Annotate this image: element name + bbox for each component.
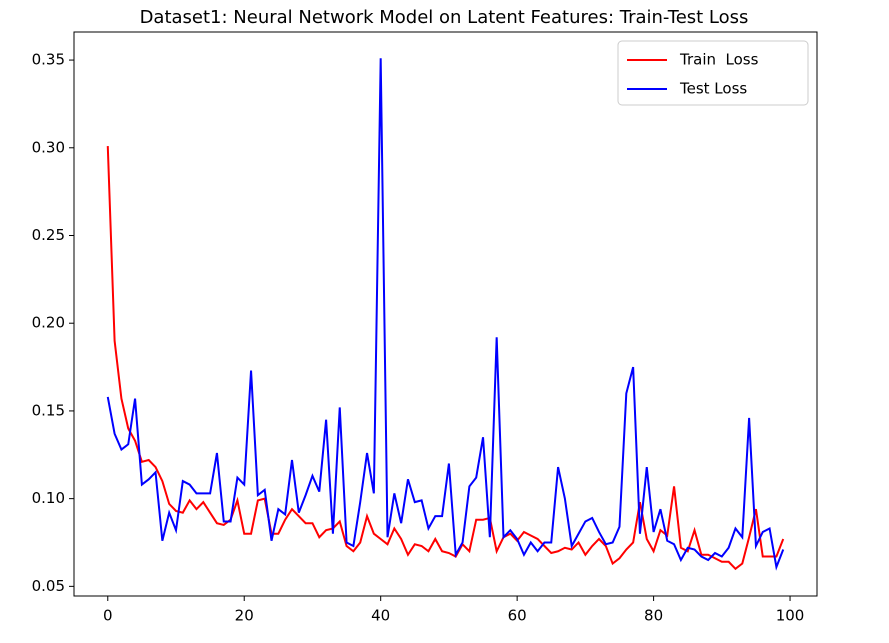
x-tick-label: 0 (103, 607, 113, 625)
chart-title: Dataset1: Neural Network Model on Latent… (140, 7, 749, 28)
legend-label: Test Loss (679, 80, 747, 98)
x-tick-label: 100 (776, 607, 805, 625)
series-line (106, 58, 785, 571)
x-tick-label: 80 (644, 607, 663, 625)
y-tick-label: 0.30 (32, 138, 65, 156)
y-tick-label: 0.15 (32, 401, 65, 419)
x-tick-label: 20 (235, 607, 254, 625)
plot-frame (73, 31, 818, 597)
y-tick-label: 0.10 (32, 489, 65, 507)
y-tick-label: 0.05 (32, 577, 65, 595)
legend-label: Train Loss (679, 51, 759, 69)
y-tick-label: 0.25 (32, 226, 65, 244)
y-tick-label: 0.35 (32, 51, 65, 69)
x-tick-label: 40 (371, 607, 390, 625)
series-line (106, 145, 785, 571)
y-tick-label: 0.20 (32, 314, 65, 332)
x-tick-label: 60 (508, 607, 527, 625)
